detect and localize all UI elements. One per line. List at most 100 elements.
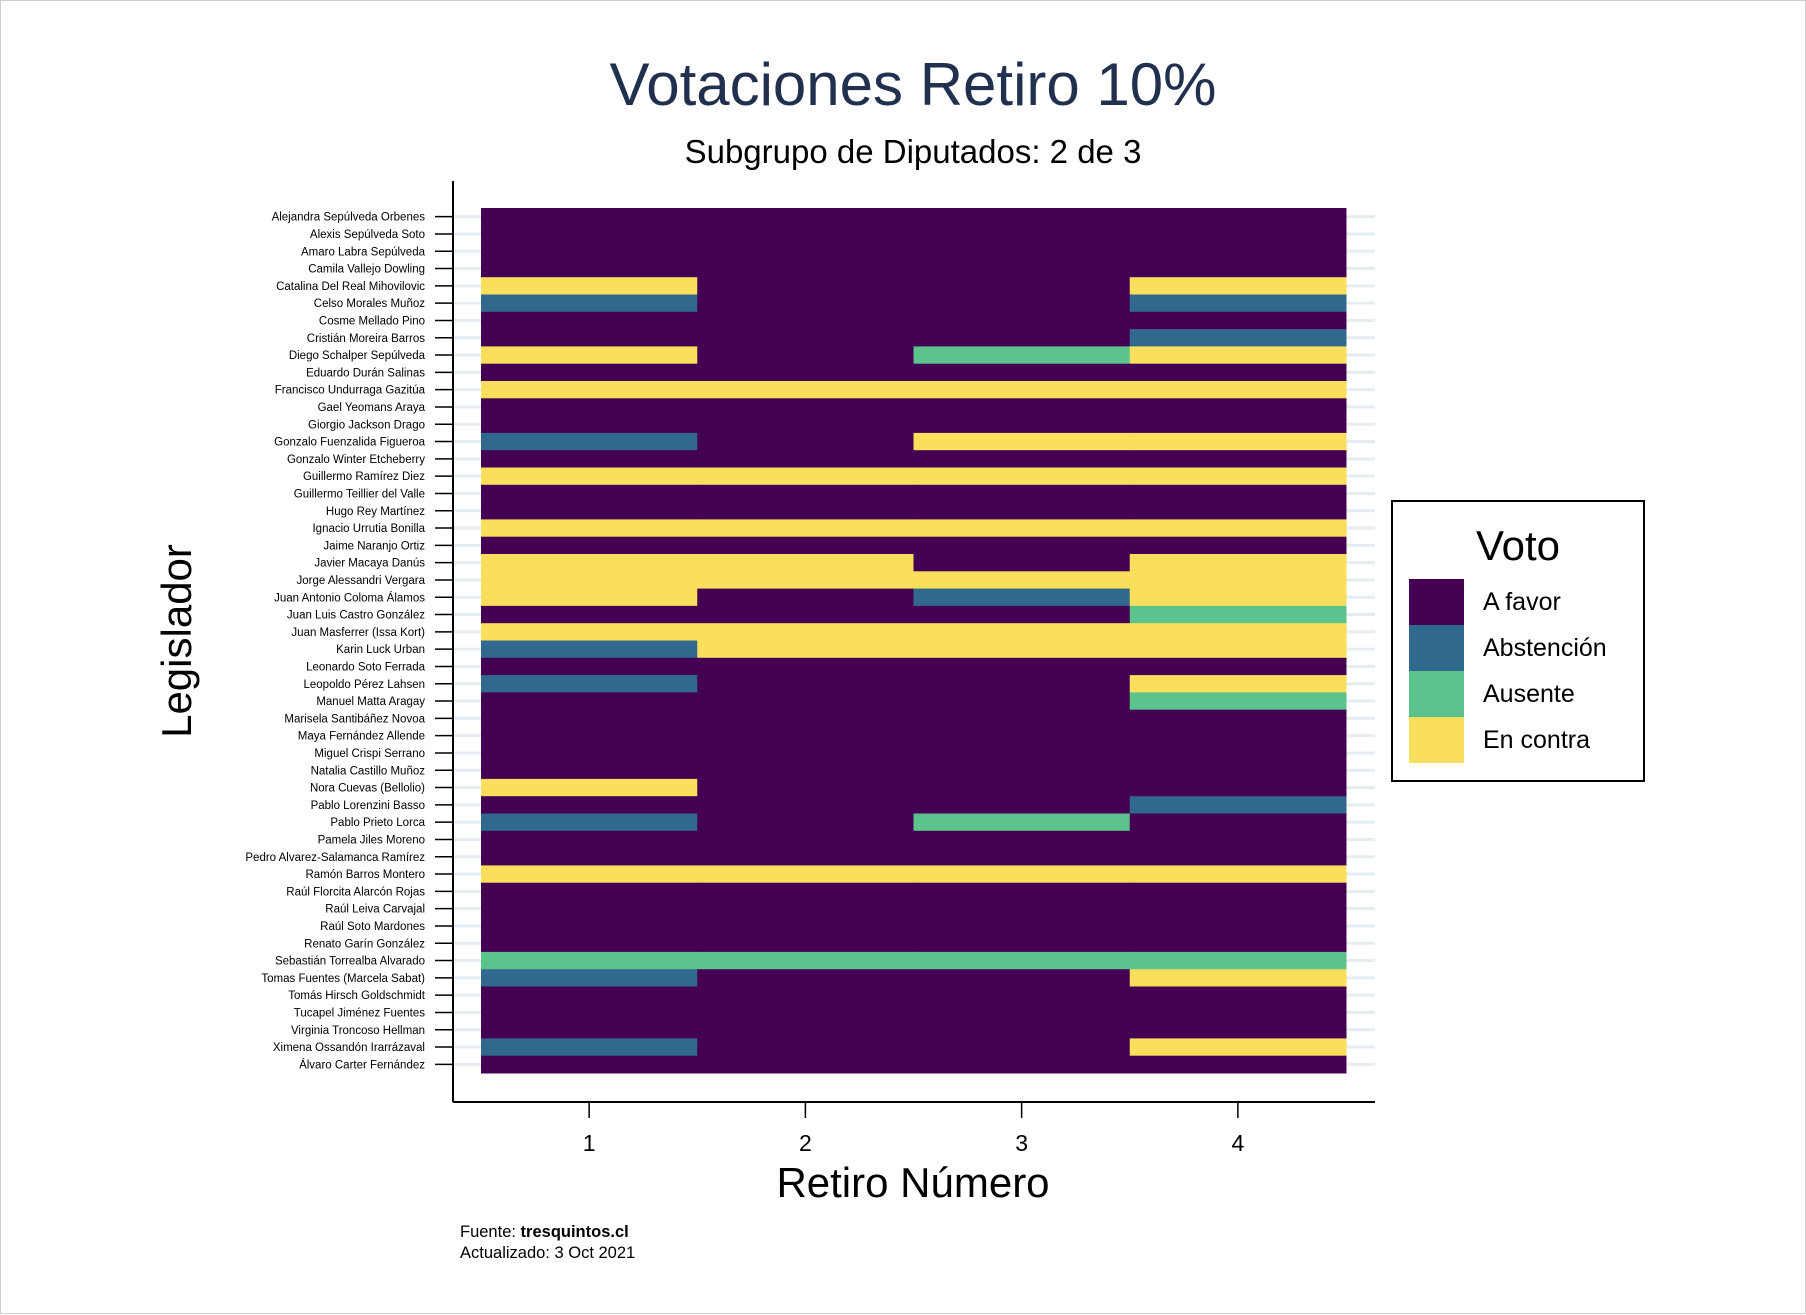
- heatmap-cell: [481, 277, 698, 295]
- y-tick-label: Hugo Rey Martínez: [326, 506, 425, 518]
- y-tick-label: Leopoldo Pérez Lahsen: [304, 679, 426, 691]
- heatmap-cell: [697, 986, 914, 1005]
- heatmap-cell: [481, 796, 698, 814]
- heatmap-cell: [481, 934, 698, 953]
- heatmap-cell: [481, 415, 698, 434]
- heatmap-cell: [1129, 536, 1347, 555]
- heatmap-cell: [481, 640, 698, 659]
- heatmap-cell: [913, 848, 1131, 866]
- heatmap-cell: [481, 605, 698, 624]
- y-tick-label: Pablo Lorenzini Basso: [311, 800, 425, 812]
- x-tick-label: 2: [799, 1130, 812, 1156]
- heatmap-cell: [697, 969, 914, 987]
- y-tick-label: Ramón Barros Montero: [305, 869, 425, 881]
- legend-label: A favor: [1483, 588, 1561, 616]
- heatmap-cell: [1129, 605, 1347, 624]
- heatmap-cell: [913, 1003, 1131, 1022]
- y-tick-label: Alexis Sepúlveda Soto: [310, 229, 425, 241]
- heatmap-cell: [697, 1055, 914, 1074]
- heatmap-cell: [1129, 294, 1347, 313]
- heatmap-cell: [481, 1038, 698, 1057]
- heatmap-cell: [481, 1021, 698, 1039]
- heatmap-cell: [481, 813, 698, 832]
- heatmap-cell: [697, 242, 914, 261]
- x-ticks: 1 2 3 4: [583, 1102, 1244, 1156]
- heatmap-cell: [913, 208, 1131, 226]
- heatmap-cell: [697, 398, 914, 417]
- y-tick-label: Ignacio Urrutia Bonilla: [312, 523, 425, 535]
- y-tick-label: Alejandra Sepúlveda Orbenes: [272, 212, 426, 224]
- heatmap-cell: [1129, 1055, 1347, 1074]
- heatmap-cell: [1129, 951, 1347, 970]
- heatmap-cell: [481, 744, 698, 763]
- heatmap-cell: [481, 761, 698, 780]
- heatmap-cell: [697, 415, 914, 434]
- heatmap-cell: [697, 1003, 914, 1022]
- heatmap-cell: [1129, 225, 1347, 244]
- heatmap-cell: [697, 571, 914, 590]
- heatmap-cell: [913, 796, 1131, 814]
- x-axis-title: Retiro Número: [776, 1159, 1049, 1206]
- heatmap-cell: [697, 727, 914, 745]
- chart-title: Votaciones Retiro 10%: [609, 51, 1216, 118]
- heatmap-cell: [1129, 692, 1347, 711]
- heatmap-cell: [1129, 415, 1347, 434]
- heatmap-cell: [481, 675, 698, 693]
- heatmap-cell: [481, 865, 698, 884]
- heatmap-cell: [913, 1055, 1131, 1074]
- heatmap-cell: [1129, 208, 1347, 226]
- heatmap-cell: [697, 1021, 914, 1039]
- heatmap-cell: [1129, 554, 1347, 572]
- heatmap-cell: [481, 1003, 698, 1022]
- heatmap-cell: [1129, 796, 1347, 814]
- heatmap-cell: [481, 467, 698, 486]
- y-tick-label: Gael Yeomans Araya: [318, 402, 426, 414]
- heatmap-cell: [913, 969, 1131, 987]
- heatmap-cell: [697, 208, 914, 226]
- y-tick-label: Celso Morales Muñoz: [314, 298, 425, 310]
- heatmap-cell: [1129, 363, 1347, 382]
- heatmap-cell: [913, 311, 1131, 330]
- heatmap-cell: [481, 882, 698, 901]
- heatmap-cell: [913, 744, 1131, 763]
- y-tick-label: Manuel Matta Aragay: [316, 696, 425, 708]
- heatmap-cell: [697, 311, 914, 330]
- y-tick-label: Tucapel Jiménez Fuentes: [294, 1007, 426, 1019]
- y-tick-label: Cristián Moreira Barros: [307, 333, 425, 345]
- heatmap-cell: [697, 605, 914, 624]
- updated-line: Actualizado: 3 Oct 2021: [460, 1244, 635, 1262]
- heatmap-cell: [481, 381, 698, 399]
- heatmap-cell: [481, 588, 698, 607]
- y-tick-label: Jorge Alessandri Vergara: [297, 575, 426, 587]
- y-tick-label: Pedro Alvarez-Salamanca Ramírez: [245, 852, 425, 864]
- heatmap-cell: [913, 363, 1131, 382]
- heatmap-cell: [481, 727, 698, 745]
- y-tick-label: Guillermo Teillier del Valle: [294, 488, 425, 500]
- heatmap-cell: [697, 917, 914, 936]
- legend-swatch: [1409, 625, 1464, 671]
- heatmap-cell: [913, 432, 1131, 451]
- heatmap-cell: [697, 225, 914, 244]
- heatmap-cell: [1129, 484, 1347, 503]
- heatmap-cell: [481, 951, 698, 970]
- y-tick-label: Raúl Leiva Carvajal: [325, 904, 425, 916]
- heatmap-cell: [481, 450, 698, 468]
- heatmap-cell: [913, 381, 1131, 399]
- heatmap-cell: [1129, 519, 1347, 538]
- legend-label: Abstención: [1483, 634, 1607, 662]
- legend-title: Voto: [1476, 522, 1560, 569]
- heatmap-cell: [913, 294, 1131, 313]
- heatmap-cell: [1129, 900, 1347, 918]
- heatmap-cell: [1129, 346, 1347, 365]
- heatmap-cell: [697, 882, 914, 901]
- heatmap-cell: [481, 242, 698, 261]
- heatmap-cell: [481, 1055, 698, 1074]
- heatmap-cell: [1129, 744, 1347, 763]
- y-tick-label: Tomas Fuentes (Marcela Sabat): [261, 973, 425, 985]
- heatmap-cell: [913, 329, 1131, 347]
- heatmap-cell: [1129, 1021, 1347, 1039]
- y-tick-label: Pamela Jiles Moreno: [318, 834, 425, 846]
- y-tick-label: Eduardo Durán Salinas: [306, 367, 425, 379]
- heatmap-cell: [481, 848, 698, 866]
